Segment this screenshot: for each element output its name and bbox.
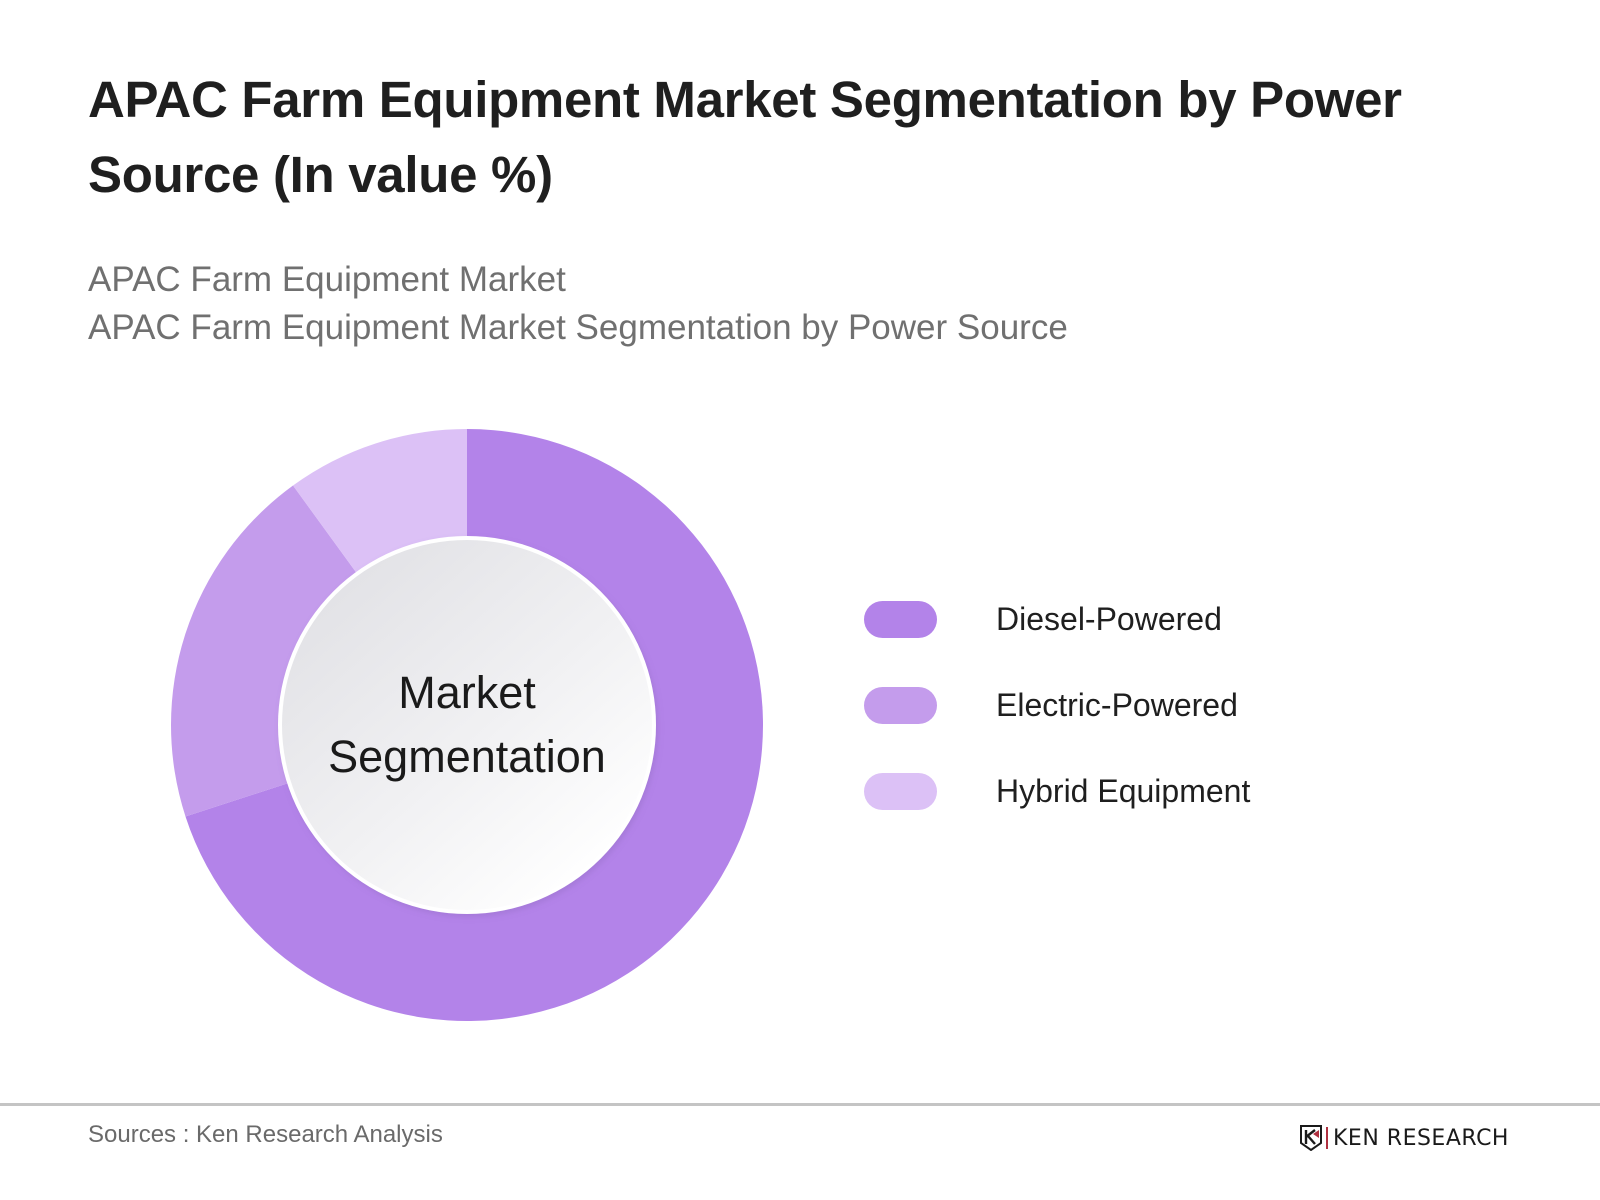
legend-label-diesel: Diesel-Powered <box>996 600 1222 637</box>
chart-legend: Diesel-Powered Electric-Powered Hybrid E… <box>864 600 1250 858</box>
ken-research-logo-icon <box>1300 1125 1322 1151</box>
legend-label-hybrid: Hybrid Equipment <box>996 772 1251 809</box>
legend-swatch-electric <box>864 686 937 724</box>
subtitle-block: APAC Farm Equipment Market APAC Farm Equ… <box>88 256 1068 352</box>
legend-swatch-diesel <box>864 600 937 638</box>
legend-item-diesel: Diesel-Powered <box>864 600 1250 638</box>
legend-swatch-hybrid <box>864 772 937 810</box>
legend-item-hybrid: Hybrid Equipment <box>864 772 1250 810</box>
subtitle-market: APAC Farm Equipment Market <box>88 260 566 299</box>
donut-slice-diesel-powered <box>185 429 763 1021</box>
donut-chart-graphic <box>171 429 763 1021</box>
page-title: APAC Farm Equipment Market Segmentation … <box>88 71 1402 203</box>
source-note: Sources : Ken Research Analysis <box>88 1121 443 1148</box>
legend-label-electric: Electric-Powered <box>996 686 1238 723</box>
donut-slice-electric-powered <box>171 485 379 817</box>
brand-name: KEN RESEARCH <box>1333 1125 1509 1151</box>
donut-chart: Market Segmentation <box>171 429 763 1021</box>
brand-logo: KEN RESEARCH <box>1300 1123 1509 1153</box>
center-label-line2: Segmentation <box>328 731 606 782</box>
brand-separator <box>1326 1127 1328 1149</box>
footer-divider <box>0 1103 1600 1106</box>
center-label: Market Segmentation <box>279 537 655 913</box>
subtitle-segmentation: APAC Farm Equipment Market Segmentation … <box>88 308 1068 347</box>
legend-item-electric: Electric-Powered <box>864 686 1250 724</box>
center-circle <box>282 540 652 910</box>
center-label-line1: Market <box>398 667 536 718</box>
